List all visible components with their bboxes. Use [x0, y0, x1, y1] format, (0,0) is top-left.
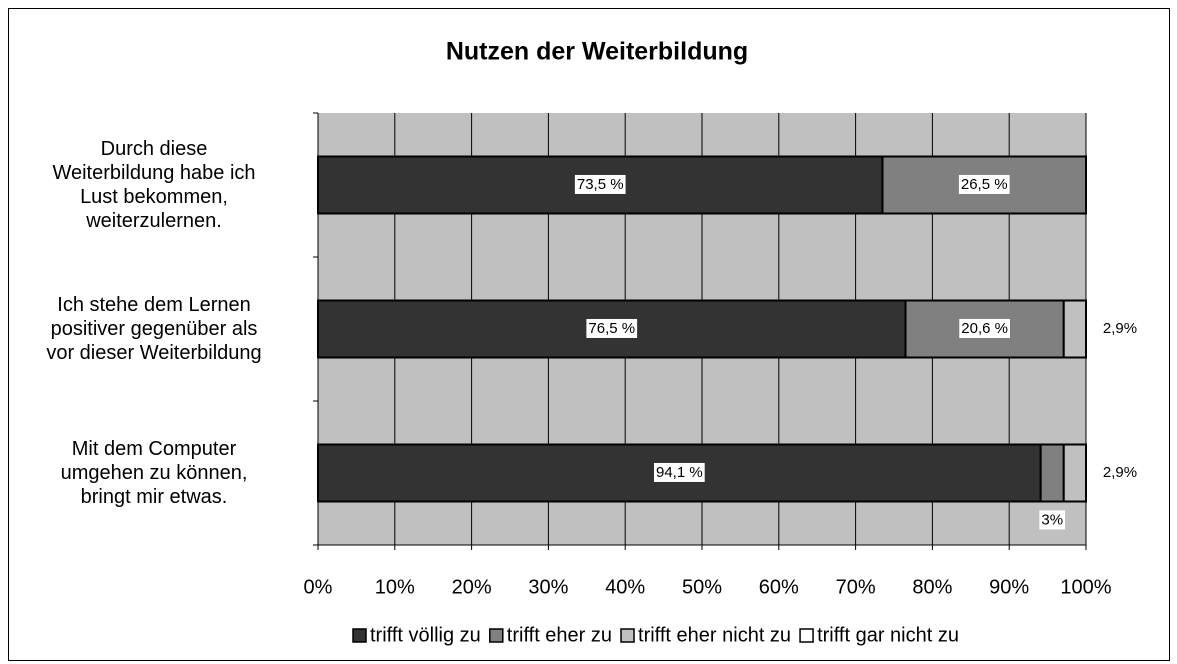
x-tick-label: 30% [528, 576, 568, 598]
bar-segment [1062, 443, 1088, 503]
value-label: 73,5 % [577, 176, 624, 193]
category-label: Mit dem Computer umgehen zu können, brin… [60, 438, 248, 508]
legend-label: trifft völlig zu [370, 624, 481, 646]
value-label: 94,1 % [656, 464, 703, 481]
bar-segment [1062, 299, 1088, 359]
x-tick-label: 70% [836, 576, 876, 598]
x-tick-label: 40% [605, 576, 645, 598]
value-label-box [653, 462, 705, 482]
value-label-box [574, 174, 626, 194]
value-label: 76,5 % [588, 320, 635, 337]
value-label-box [1039, 510, 1066, 530]
x-tick-label: 0% [304, 576, 333, 598]
x-tick-label: 10% [375, 576, 415, 598]
x-tick-label: 80% [912, 576, 952, 598]
legend-swatch [799, 628, 814, 643]
value-label-box [586, 318, 638, 338]
legend-label: trifft eher zu [507, 624, 612, 646]
bar-segment [1039, 443, 1065, 503]
value-label: 3% [1041, 511, 1063, 528]
value-label: 2,9% [1103, 320, 1137, 337]
x-tick-label: 60% [759, 576, 799, 598]
bar-segment [881, 155, 1087, 215]
value-label: 20,6 % [961, 320, 1008, 337]
value-label-box [959, 318, 1010, 338]
value-label-box [958, 174, 1010, 194]
x-tick-label: 100% [1060, 576, 1111, 598]
category-label: Ich stehe dem Lernen positiver gegenüber… [46, 294, 262, 364]
legend-swatch [352, 628, 367, 643]
legend-label: trifft gar nicht zu [817, 624, 959, 646]
legend-swatch [620, 628, 635, 643]
x-tick-label: 50% [682, 576, 722, 598]
legend-label: trifft eher nicht zu [638, 624, 791, 646]
x-tick-label: 20% [452, 576, 492, 598]
category-label: Durch diese Weiterbildung habe ich Lust … [52, 138, 256, 232]
x-tick-label: 90% [989, 576, 1029, 598]
chart-title: Nutzen der Weiterbildung [446, 38, 748, 66]
value-label: 2,9% [1103, 464, 1137, 481]
value-label: 26,5 % [961, 176, 1008, 193]
legend-swatch [489, 628, 504, 643]
